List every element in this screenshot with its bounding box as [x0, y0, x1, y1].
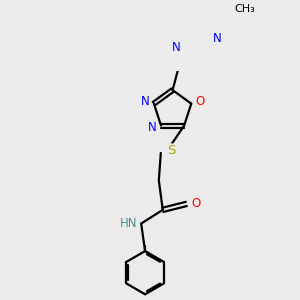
Text: CH₃: CH₃ — [234, 4, 255, 14]
Text: N: N — [172, 41, 181, 54]
Text: S: S — [167, 145, 176, 158]
Text: N: N — [213, 32, 221, 45]
Text: N: N — [148, 121, 157, 134]
Text: N: N — [141, 95, 149, 108]
Text: O: O — [196, 95, 205, 108]
Text: O: O — [191, 197, 201, 211]
Text: HN: HN — [120, 217, 137, 230]
